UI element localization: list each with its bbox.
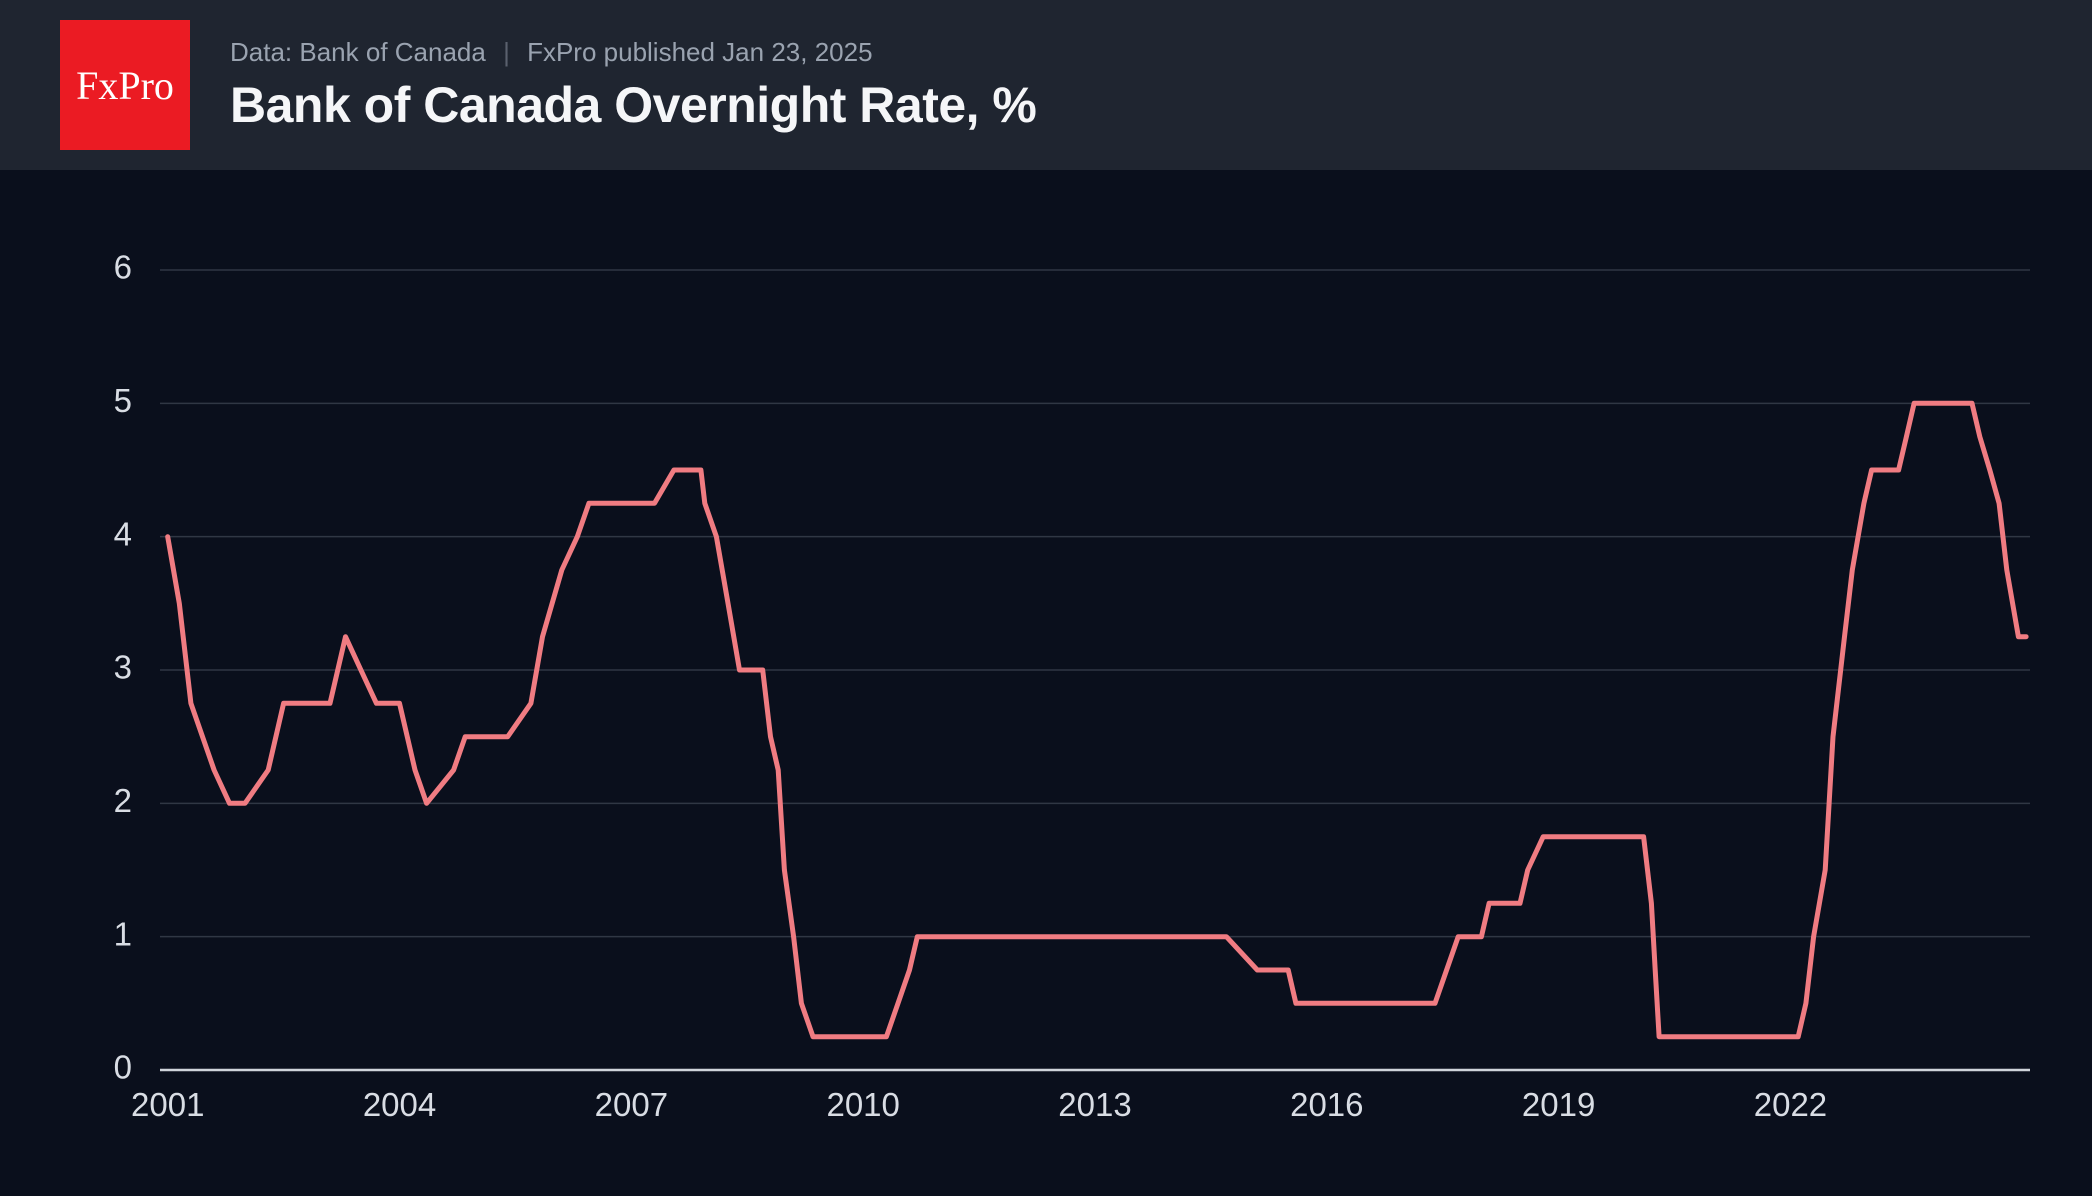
- y-axis-label: 5: [114, 382, 132, 419]
- logo-text: FxPro: [76, 62, 174, 109]
- chart-title: Bank of Canada Overnight Rate, %: [230, 76, 1036, 134]
- meta-separator: |: [503, 37, 510, 67]
- header-text-block: Data: Bank of Canada | FxPro published J…: [230, 37, 1036, 134]
- chart-meta: Data: Bank of Canada | FxPro published J…: [230, 37, 1036, 68]
- line-chart-svg: 0 1 2 3 4 5 6 2001 2004 2007 2010 2013 2016 2019 2022: [0, 170, 2092, 1196]
- data-source: Data: Bank of Canada: [230, 37, 486, 67]
- x-axis-label: 2019: [1522, 1086, 1595, 1123]
- y-axis-label: 1: [114, 915, 132, 952]
- rate-series-line: [168, 403, 2026, 1036]
- x-axis-label: 2007: [595, 1086, 668, 1123]
- x-axis-label: 2013: [1058, 1086, 1131, 1123]
- y-axis-label: 2: [114, 782, 132, 819]
- y-axis-label: 0: [114, 1049, 132, 1086]
- x-axis-label: 2016: [1290, 1086, 1363, 1123]
- y-axis-label: 6: [114, 249, 132, 286]
- publisher: FxPro published Jan 23, 2025: [527, 37, 872, 67]
- y-axis-label: 4: [114, 515, 132, 552]
- x-axis-label: 2010: [826, 1086, 899, 1123]
- fxpro-logo: FxPro: [60, 20, 190, 150]
- x-axis-label: 2004: [363, 1086, 436, 1123]
- y-axis-label: 3: [114, 649, 132, 686]
- chart-area: 0 1 2 3 4 5 6 2001 2004 2007 2010 2013 2016 2019 2022: [0, 170, 2092, 1196]
- chart-header: FxPro Data: Bank of Canada | FxPro publi…: [0, 0, 2092, 170]
- x-axis-label: 2022: [1754, 1086, 1827, 1123]
- x-axis-label: 2001: [131, 1086, 204, 1123]
